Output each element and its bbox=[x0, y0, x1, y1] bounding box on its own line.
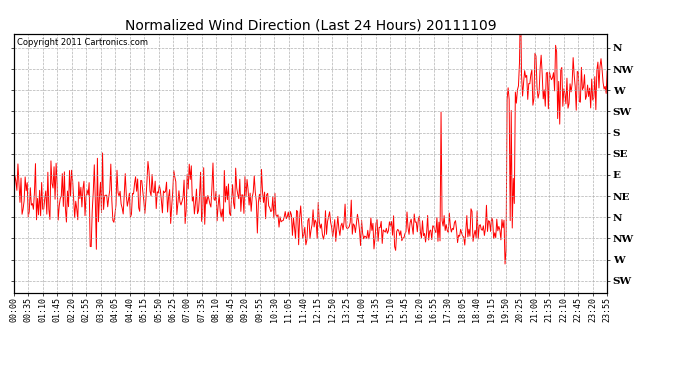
Text: Copyright 2011 Cartronics.com: Copyright 2011 Cartronics.com bbox=[17, 38, 148, 46]
Title: Normalized Wind Direction (Last 24 Hours) 20111109: Normalized Wind Direction (Last 24 Hours… bbox=[125, 19, 496, 33]
